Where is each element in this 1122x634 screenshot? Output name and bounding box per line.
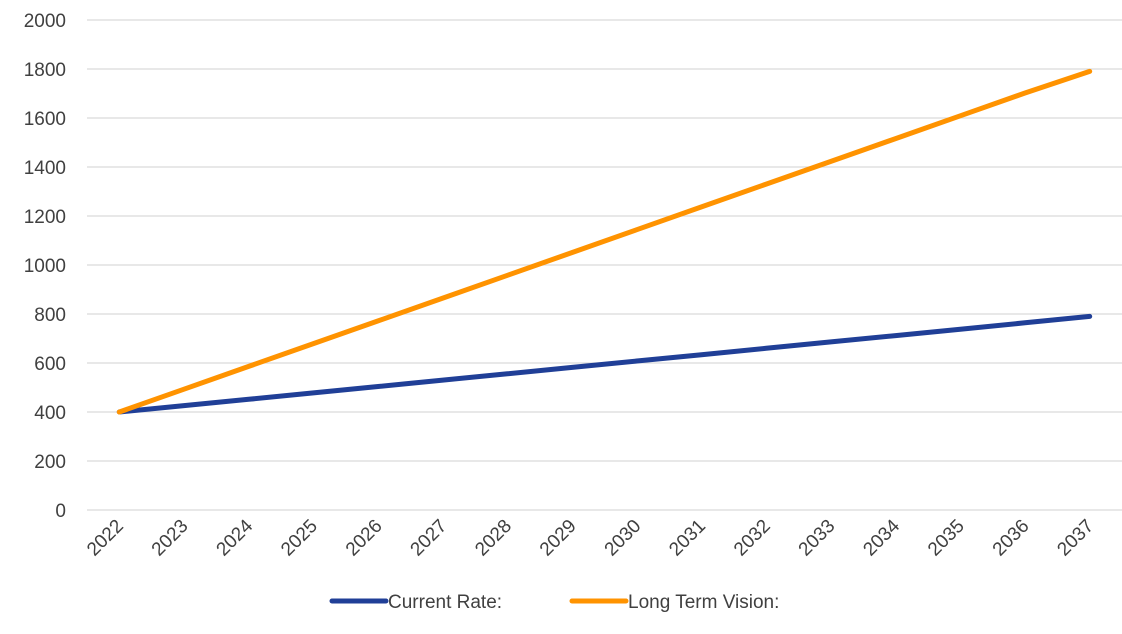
y-tick-label: 1200 xyxy=(24,207,66,228)
y-tick-label: 1800 xyxy=(24,60,66,81)
y-tick-label: 400 xyxy=(34,403,66,424)
y-axis-tick-labels: 0 200 400 600 800 1000 1200 1400 1600 1800 2000 xyxy=(24,11,66,522)
x-tick-label: 2024 xyxy=(213,515,258,560)
legend: Current Rate: Long Term Vision: xyxy=(329,592,779,613)
series-line-1 xyxy=(116,68,1093,415)
x-tick-label: 2032 xyxy=(730,516,775,561)
x-tick-label: 2028 xyxy=(471,516,516,561)
y-tick-label: 1600 xyxy=(24,109,66,130)
x-tick-label: 2023 xyxy=(148,516,193,561)
x-tick-label: 2027 xyxy=(407,516,452,561)
x-tick-label: 2029 xyxy=(536,516,581,561)
x-tick-label: 2033 xyxy=(795,516,840,561)
x-tick-label: 2035 xyxy=(924,516,969,561)
y-tick-label: 1400 xyxy=(24,158,66,179)
x-axis-tick-labels: 2022 2023 2024 2025 2026 2027 2028 2029 2030 2031… xyxy=(83,515,1098,560)
legend-label-1: Long Term Vision: xyxy=(628,592,779,613)
x-tick-label: 2031 xyxy=(665,516,710,561)
x-tick-label: 2025 xyxy=(277,516,322,561)
y-tick-label: 600 xyxy=(34,354,66,375)
series-line-0 xyxy=(116,313,1093,415)
series-lines xyxy=(116,68,1093,415)
x-tick-label: 2030 xyxy=(601,516,646,561)
x-tick-label: 2022 xyxy=(83,516,128,561)
x-tick-label: 2037 xyxy=(1053,516,1098,561)
y-tick-label: 1000 xyxy=(24,256,66,277)
x-tick-label: 2034 xyxy=(859,515,904,560)
y-tick-label: 0 xyxy=(55,501,66,522)
y-tick-label: 200 xyxy=(34,452,66,473)
x-tick-label: 2036 xyxy=(989,516,1034,561)
y-tick-label: 800 xyxy=(34,305,66,326)
y-tick-label: 2000 xyxy=(24,11,66,32)
gridlines xyxy=(87,19,1122,511)
legend-label-0: Current Rate: xyxy=(388,592,502,613)
x-tick-label: 2026 xyxy=(342,516,387,561)
